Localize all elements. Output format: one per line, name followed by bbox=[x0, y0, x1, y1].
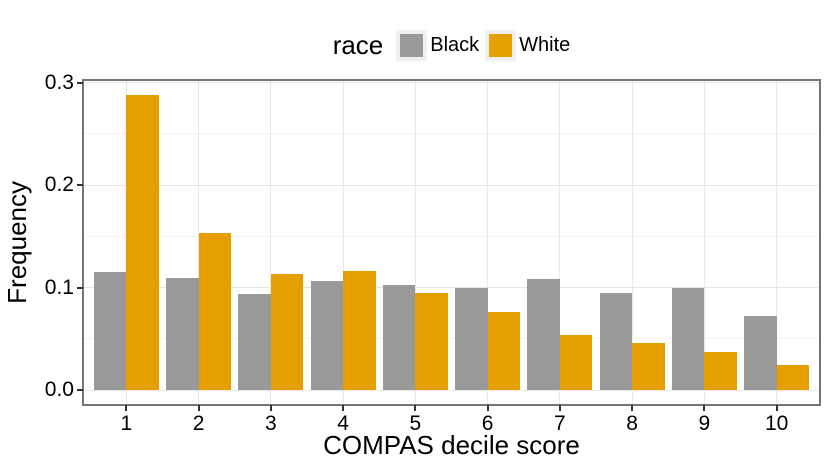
y-tick-label-0.3: 0.3 bbox=[44, 70, 74, 94]
h-gridline-minor-0.05 bbox=[83, 338, 820, 340]
x-tick-mark-7 bbox=[558, 405, 561, 411]
x-tick-label-9: 9 bbox=[698, 412, 711, 435]
y-axis-title: Frequency bbox=[0, 80, 34, 405]
bar-white-10 bbox=[776, 365, 810, 390]
x-tick-label-4: 4 bbox=[337, 412, 349, 435]
v-gridline-9 bbox=[703, 80, 705, 405]
legend-swatch-black-icon bbox=[400, 33, 424, 57]
plot-panel bbox=[83, 80, 820, 405]
x-tick-mark-8 bbox=[631, 405, 634, 411]
v-gridline-7 bbox=[559, 80, 561, 405]
y-tick-label-0.1: 0.1 bbox=[44, 275, 74, 299]
x-tick-label-5: 5 bbox=[409, 412, 422, 435]
x-tick-mark-4 bbox=[342, 405, 345, 411]
v-gridline-10 bbox=[776, 80, 778, 405]
bar-white-7 bbox=[559, 334, 593, 390]
y-tick-mark-0.0 bbox=[77, 389, 83, 391]
x-tick-mark-9 bbox=[703, 405, 706, 411]
h-gridline-minor-0.15 bbox=[83, 235, 820, 237]
legend-swatch-white-icon bbox=[489, 33, 513, 57]
x-tick-mark-10 bbox=[775, 405, 778, 411]
x-tick-label-3: 3 bbox=[265, 412, 277, 435]
x-tick-label-8: 8 bbox=[626, 412, 638, 435]
x-tick-mark-1 bbox=[125, 405, 128, 411]
legend-key-black bbox=[396, 29, 428, 61]
x-tick-mark-6 bbox=[486, 405, 489, 411]
y-tick-label-0.0: 0.0 bbox=[44, 378, 74, 401]
x-axis-title: COMPAS decile score bbox=[323, 430, 580, 460]
x-tick-label-1: 1 bbox=[120, 412, 133, 435]
h-gridline-major-0.3 bbox=[83, 82, 820, 83]
v-gridline-5 bbox=[414, 80, 416, 405]
x-tick-mark-5 bbox=[414, 405, 417, 411]
legend-title: race bbox=[332, 30, 384, 60]
y-tick-mark-0.1 bbox=[77, 286, 83, 289]
x-tick-label-7: 7 bbox=[554, 412, 566, 435]
bar-black-3 bbox=[238, 293, 271, 390]
h-gridline-major-0.1 bbox=[83, 287, 820, 288]
x-tick-label-2: 2 bbox=[192, 412, 205, 435]
bar-white-8 bbox=[632, 342, 665, 390]
legend-key-white bbox=[485, 29, 517, 61]
legend-label-white: White bbox=[519, 34, 571, 56]
bar-black-7 bbox=[527, 279, 560, 390]
x-tick-label-6: 6 bbox=[481, 412, 494, 435]
y-tick-label-0.2: 0.2 bbox=[44, 173, 74, 196]
bar-white-5 bbox=[415, 292, 448, 390]
bar-black-1 bbox=[93, 272, 127, 390]
bar-black-10 bbox=[744, 316, 777, 390]
bar-black-9 bbox=[671, 287, 705, 390]
legend-item-white: White bbox=[485, 29, 571, 61]
h-gridline-major-0 bbox=[83, 389, 820, 391]
y-tick-mark-0.3 bbox=[77, 81, 83, 84]
bar-white-2 bbox=[198, 233, 232, 390]
bar-white-6 bbox=[487, 312, 521, 390]
bar-black-2 bbox=[166, 278, 199, 390]
legend: race Black White bbox=[83, 28, 820, 62]
bar-black-4 bbox=[310, 281, 344, 390]
x-tick-mark-3 bbox=[269, 405, 272, 411]
v-gridline-3 bbox=[270, 80, 272, 405]
bar-white-3 bbox=[270, 274, 304, 390]
bar-white-4 bbox=[343, 271, 376, 390]
bar-black-5 bbox=[382, 285, 416, 390]
bar-black-8 bbox=[599, 292, 633, 390]
v-gridline-8 bbox=[631, 80, 633, 405]
legend-item-black: Black bbox=[396, 29, 480, 61]
legend-label-black: Black bbox=[430, 34, 480, 56]
bar-white-1 bbox=[126, 94, 159, 390]
y-axis-title-text: Frequency bbox=[2, 181, 32, 304]
y-tick-mark-0.2 bbox=[77, 184, 83, 186]
bar-black-6 bbox=[455, 287, 488, 390]
x-tick-mark-2 bbox=[197, 405, 200, 411]
h-gridline-major-0.2 bbox=[83, 184, 820, 186]
bar-white-9 bbox=[704, 352, 737, 390]
x-tick-label-10: 10 bbox=[764, 412, 789, 435]
v-gridline-6 bbox=[487, 80, 489, 405]
v-gridline-4 bbox=[342, 80, 344, 405]
h-gridline-minor-0.25 bbox=[83, 133, 820, 135]
